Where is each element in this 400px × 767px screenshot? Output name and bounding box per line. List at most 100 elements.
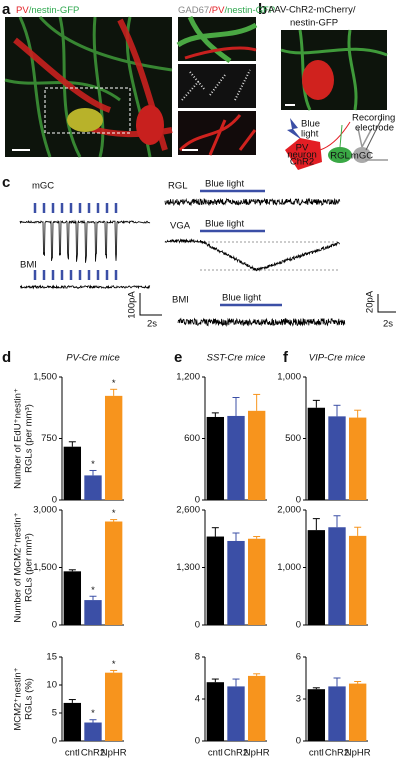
x-tick-label: NpHR <box>345 748 371 759</box>
bar <box>104 672 123 741</box>
y-tick-label: 6 <box>296 652 301 663</box>
bar <box>247 410 266 500</box>
bar-chart: 0 1,500 3,000 Number of MCM2⁺nestin⁺ RGLs (p… <box>13 505 124 631</box>
x-tick-label: cntl <box>208 748 223 759</box>
scale-bar <box>139 293 396 316</box>
bar-chart: 0 5 10 15 MCM2⁺nestin⁺ RGLs (%) cntl * ChR2 * NpHR <box>13 652 127 759</box>
micrograph <box>280 29 388 111</box>
x-tick-label: cntl <box>309 748 324 759</box>
scale-label: 2s <box>383 319 393 330</box>
chart-title: PV-Cre mice <box>66 353 120 364</box>
bar <box>104 521 123 625</box>
diagram-label: neuron <box>287 150 317 161</box>
trace-label: RGL <box>168 181 188 192</box>
x-tick-label: ChR2 <box>325 748 349 759</box>
scale-label: 100pA <box>127 291 138 319</box>
y-tick-label: 0 <box>195 495 200 506</box>
diagram-label: electrode <box>355 123 394 134</box>
label-part: /nestin-GFP <box>29 5 80 16</box>
significance-marker: * <box>91 459 95 470</box>
y-tick-label: 1,300 <box>176 562 200 573</box>
y-tick-label: 2,000 <box>277 505 301 516</box>
y-tick-label: 1,500 <box>33 372 57 383</box>
bar <box>206 536 225 625</box>
bar <box>227 540 245 625</box>
y-tick-label: 0 <box>296 620 301 631</box>
image-label: AAV-ChR2-mCherry/ <box>268 5 356 16</box>
image-label: nestin-GFP <box>290 18 338 29</box>
bar <box>63 571 82 625</box>
y-axis-label: RGLs (per mm³) <box>24 404 35 473</box>
bar <box>307 530 326 625</box>
y-tick-label: 0 <box>52 495 57 506</box>
y-tick-label: 3 <box>296 694 301 705</box>
image-label: GAD67/PV/nestin-GFP <box>178 5 275 16</box>
stimulus-label: Blue light <box>205 179 244 190</box>
trace-label: mGC <box>32 181 54 192</box>
scale-label: 2s <box>147 319 157 330</box>
panel-letter: b <box>258 1 267 18</box>
y-tick-label: 0 <box>52 620 57 631</box>
trace <box>177 317 346 327</box>
y-tick-label: 5 <box>52 708 57 719</box>
significance-marker: * <box>112 659 116 670</box>
diagram-label: PV <box>296 143 309 154</box>
y-tick-label: 1,200 <box>176 372 200 383</box>
bar <box>84 600 102 625</box>
schematic <box>285 117 388 170</box>
bar <box>63 446 82 500</box>
label-part: PV <box>16 5 29 16</box>
diagram-label: light <box>301 129 319 140</box>
trace <box>164 197 341 207</box>
bar <box>247 538 266 625</box>
diagram-label: Blue <box>301 119 320 130</box>
y-tick-label: 3,000 <box>33 505 57 516</box>
panel-letter: a <box>2 1 11 18</box>
diagram-label: mGC <box>351 151 373 162</box>
y-tick-label: 2,600 <box>176 505 200 516</box>
stimulus-label: Blue light <box>222 293 261 304</box>
chart-title: SST-Cre mice <box>207 353 266 364</box>
panel-letter: f <box>283 349 289 366</box>
y-tick-label: 600 <box>184 433 200 444</box>
significance-marker: * <box>112 378 116 389</box>
y-tick-label: 8 <box>195 652 200 663</box>
image-label: PV/nestin-GFP <box>16 5 79 16</box>
y-tick-label: 1,000 <box>277 372 301 383</box>
label-part: /PV <box>209 5 225 16</box>
y-tick-label: 1,000 <box>277 562 301 573</box>
y-tick-label: 0 <box>296 736 301 747</box>
significance-marker: * <box>91 585 95 596</box>
micrograph <box>4 16 173 158</box>
significance-marker: * <box>91 708 95 719</box>
y-tick-label: 750 <box>41 433 57 444</box>
bar <box>328 416 346 500</box>
y-tick-label: 15 <box>46 652 57 663</box>
x-tick-label: ChR2 <box>81 748 105 759</box>
trace-label: BMI <box>172 295 189 306</box>
significance-marker: * <box>112 508 116 519</box>
y-tick-label: 0 <box>296 495 301 506</box>
x-tick-label: ChR2 <box>224 748 248 759</box>
diagram-label: Recording <box>352 113 395 124</box>
trace <box>20 284 151 290</box>
stimulus-label: Blue light <box>205 219 244 230</box>
y-axis-label: MCM2⁺nestin⁺ <box>13 667 24 730</box>
x-tick-label: NpHR <box>244 748 270 759</box>
trace <box>19 219 151 263</box>
bar <box>104 395 123 500</box>
trace-label: VGA <box>170 221 191 232</box>
bar <box>328 686 346 741</box>
bar-chart: 0 1,300 2,600 <box>176 505 267 631</box>
bar <box>227 686 245 741</box>
bar <box>348 683 367 741</box>
bar-chart: 0 750 1,500 PV-Cre mice Number of EdU⁺nestin… <box>13 353 124 506</box>
y-tick-label: 1,500 <box>33 562 57 573</box>
bar <box>348 417 367 500</box>
label-part: /nestin-GFP <box>224 5 275 16</box>
panel-letter: e <box>174 349 182 366</box>
y-tick-label: 10 <box>46 680 57 691</box>
trace-label: BMI <box>20 260 37 271</box>
